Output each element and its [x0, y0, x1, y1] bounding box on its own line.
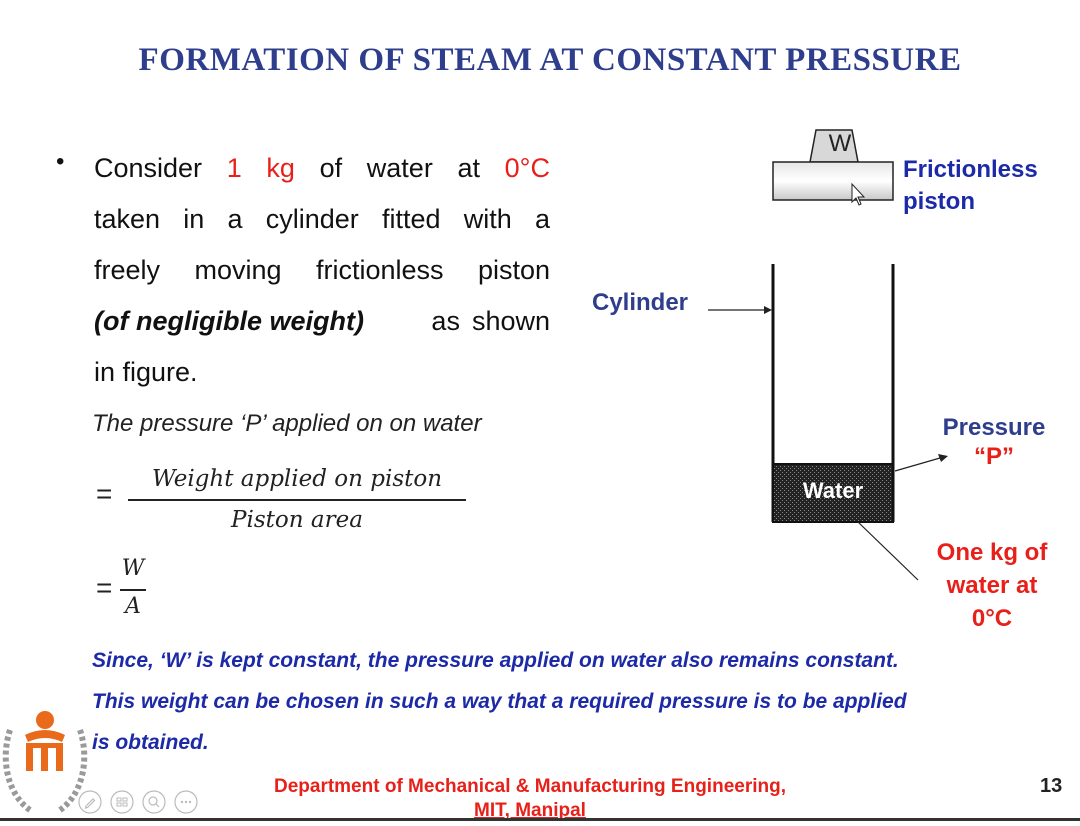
zoom-icon[interactable] [142, 790, 166, 814]
equation-denominator: A [125, 594, 141, 619]
note-line: Since, ‘W’ is kept constant, the pressur… [92, 649, 899, 672]
note-line: This weight can be chosen in such a way … [92, 690, 907, 713]
water-note-line3: 0°C [971, 605, 1013, 632]
equals-sign: = [96, 572, 113, 603]
cursor-icon [851, 182, 866, 206]
word: frictionless [315, 255, 444, 285]
piston-label: piston [903, 188, 975, 215]
water-note-line1: One kg of [936, 539, 1048, 566]
water-label: Water [802, 478, 864, 503]
arrowhead-icon [938, 454, 948, 462]
pressure-arrow [894, 457, 941, 472]
pressure-statement: The pressure ‘P’ applied on on water [92, 410, 482, 437]
word: at [457, 153, 480, 183]
equation-numerator: W [121, 556, 145, 581]
water-note-leader [857, 521, 919, 581]
mit-logo-icon [2, 711, 88, 813]
word: in [183, 204, 205, 234]
pressure-symbol: “P” [973, 443, 1014, 470]
arrowhead-icon [764, 306, 772, 314]
mass-value: 1 [226, 153, 242, 183]
bullet-point: • [56, 148, 65, 175]
pen-icon[interactable] [78, 790, 102, 814]
footer-line1: Department of Mechanical & Manufacturing… [273, 776, 786, 797]
constant-pressure-note: Since, ‘W’ is kept constant, the pressur… [92, 640, 1072, 763]
footer-line2: MIT, Manipal [474, 800, 586, 821]
equation-denominator: Piston area [231, 507, 363, 533]
slideshow-controls [78, 790, 198, 814]
word: cylinder [265, 204, 359, 234]
word: a [534, 204, 550, 234]
bullet-paragraph: Consider 1 kg of water at 0°C taken in a… [58, 143, 550, 398]
emphasis-text: (of negligible weight) [94, 306, 364, 336]
fraction-bar [120, 589, 146, 591]
word: moving [194, 255, 282, 285]
footer-department: Department of Mechanical & Manufacturing… [240, 775, 820, 823]
word: of [319, 153, 343, 183]
word: taken [94, 204, 161, 234]
piston [772, 161, 894, 201]
word: freely [94, 255, 161, 285]
equation-numerator: Weight applied on piston [151, 466, 443, 492]
page-number: 13 [1040, 775, 1063, 797]
water-body [772, 463, 894, 523]
slide-title: FORMATION OF STEAM AT CONSTANT PRESSURE [138, 42, 962, 78]
temperature-value: 0°C [504, 153, 550, 183]
pressure-label: Pressure [942, 414, 1046, 441]
frictionless-label: Frictionless [903, 156, 1038, 183]
word: water [366, 153, 433, 183]
word: Consider [94, 153, 203, 183]
bottom-divider [0, 818, 1080, 821]
slides-icon[interactable] [110, 790, 134, 814]
equals-sign: = [96, 478, 113, 509]
word: a [227, 204, 243, 234]
piston-cylinder-diagram [708, 129, 948, 581]
note-line: is obtained. [92, 731, 209, 754]
word: with [463, 204, 512, 234]
word: fitted [381, 204, 441, 234]
mass-unit: kg [266, 153, 295, 183]
word: in figure. [94, 357, 198, 387]
more-icon[interactable] [174, 790, 198, 814]
word: as [431, 306, 460, 336]
word: shown [471, 306, 550, 336]
word: piston [477, 255, 550, 285]
water-note-line2: water at [946, 572, 1038, 599]
weight-label: W [828, 130, 852, 157]
cylinder-label: Cylinder [592, 289, 689, 316]
fraction-bar [128, 499, 466, 501]
